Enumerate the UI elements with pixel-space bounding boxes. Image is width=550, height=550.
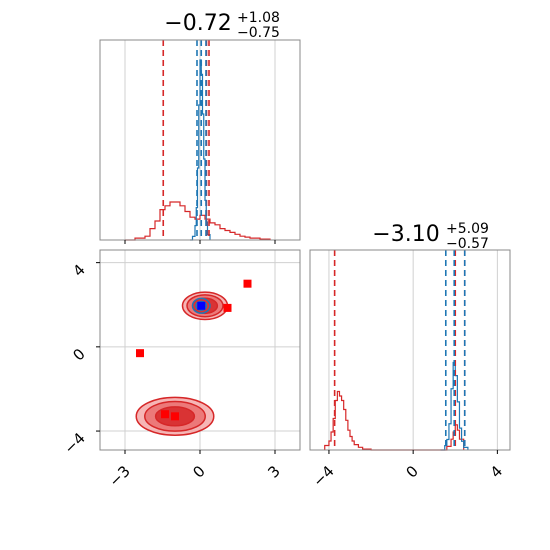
- param1-title: −0.72: [164, 11, 231, 36]
- red-marker: [243, 279, 252, 288]
- red-marker: [223, 303, 232, 312]
- marginal-param2-frame: [309, 249, 511, 451]
- x-tick-label: 3: [264, 462, 283, 481]
- param2-title: −3.10: [372, 222, 439, 247]
- param1-title-upper: +1.08: [237, 10, 280, 26]
- param1-title-lower: −0.75: [237, 25, 280, 41]
- red-histogram-param2: [324, 390, 465, 451]
- joint-panel: [99, 249, 301, 451]
- x-tick-label: −3: [105, 462, 133, 490]
- red-marker: [161, 410, 169, 419]
- red-marker: [171, 412, 179, 421]
- param2-title-lower: −0.57: [446, 236, 489, 252]
- y-tick-label: 4: [69, 261, 88, 280]
- param2-title-upper: +5.09: [446, 221, 489, 237]
- blue-contour: [195, 300, 208, 311]
- y-tick-label: −4: [60, 429, 88, 457]
- x-tick-label: −4: [309, 462, 337, 490]
- y-tick-label: 0: [69, 345, 88, 364]
- red-histogram-param1: [125, 201, 271, 241]
- blue-marker: [197, 301, 206, 310]
- blue-contour: [191, 297, 211, 314]
- param2-title-value: −3.10: [372, 222, 439, 247]
- x-tick-label: 0: [189, 462, 208, 481]
- marginal-param1-panel: [99, 39, 301, 241]
- tick-labels: −3 0 3 −4 0 4 −4 0 4: [60, 240, 506, 490]
- x-tick-label: 4: [487, 462, 506, 481]
- red-marker: [136, 349, 144, 358]
- marginal-param2-panel: [309, 249, 511, 451]
- x-tick-label: 0: [403, 462, 422, 481]
- param1-title-value: −0.72: [164, 11, 231, 36]
